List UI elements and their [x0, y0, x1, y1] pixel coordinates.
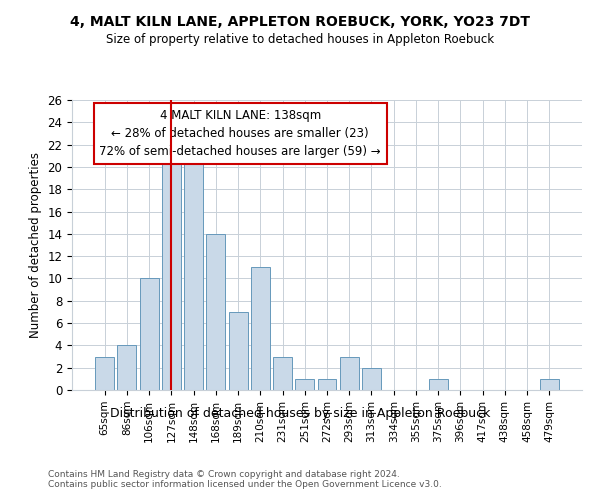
Bar: [362, 368, 381, 390]
Bar: [118, 346, 136, 390]
Bar: [340, 356, 359, 390]
Bar: [540, 379, 559, 390]
Text: 4 MALT KILN LANE: 138sqm
← 28% of detached houses are smaller (23)
72% of semi-d: 4 MALT KILN LANE: 138sqm ← 28% of detach…: [100, 108, 381, 158]
Bar: [273, 356, 292, 390]
Bar: [162, 156, 181, 390]
Bar: [184, 156, 203, 390]
Text: Size of property relative to detached houses in Appleton Roebuck: Size of property relative to detached ho…: [106, 32, 494, 46]
Bar: [429, 379, 448, 390]
Text: Contains HM Land Registry data © Crown copyright and database right 2024.: Contains HM Land Registry data © Crown c…: [48, 470, 400, 479]
Text: Distribution of detached houses by size in Appleton Roebuck: Distribution of detached houses by size …: [110, 408, 490, 420]
Y-axis label: Number of detached properties: Number of detached properties: [29, 152, 42, 338]
Bar: [140, 278, 158, 390]
Bar: [229, 312, 248, 390]
Bar: [95, 356, 114, 390]
Bar: [251, 268, 270, 390]
Bar: [317, 379, 337, 390]
Text: 4, MALT KILN LANE, APPLETON ROEBUCK, YORK, YO23 7DT: 4, MALT KILN LANE, APPLETON ROEBUCK, YOR…: [70, 15, 530, 29]
Text: Contains public sector information licensed under the Open Government Licence v3: Contains public sector information licen…: [48, 480, 442, 489]
Bar: [295, 379, 314, 390]
Bar: [206, 234, 225, 390]
